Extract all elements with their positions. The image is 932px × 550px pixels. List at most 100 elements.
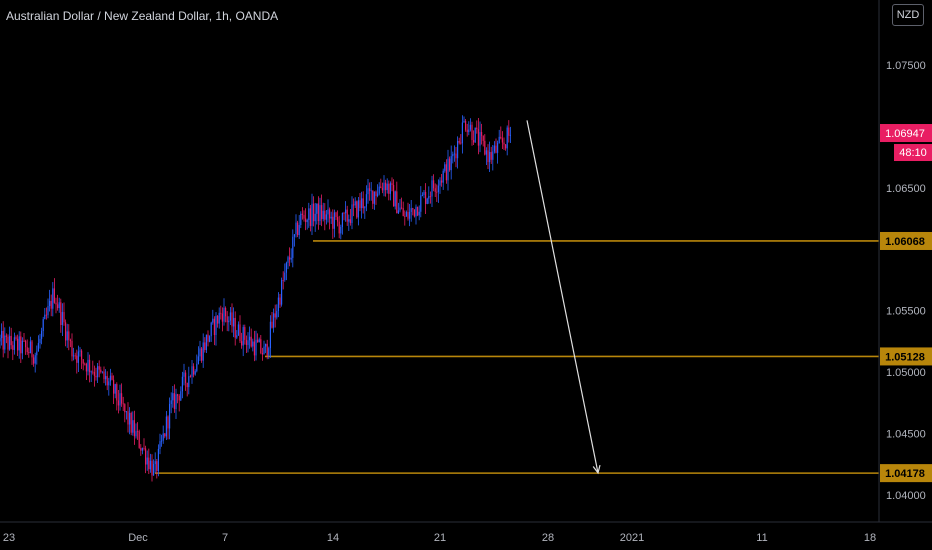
candle-body	[362, 198, 364, 209]
candle-body	[74, 355, 76, 357]
candle-body	[253, 341, 255, 356]
candle-body	[303, 214, 305, 219]
candle-body	[39, 338, 41, 344]
x-tick-label: 14	[327, 532, 339, 544]
candle-body	[109, 375, 111, 382]
candle-body	[402, 208, 404, 217]
candle-body	[292, 236, 294, 258]
candle-body	[234, 317, 236, 338]
candle-body	[188, 376, 190, 388]
candle-body	[453, 153, 455, 155]
candle-body	[157, 448, 159, 472]
candle-body	[485, 150, 487, 155]
candle-body	[228, 320, 230, 323]
candle-body	[98, 366, 100, 370]
candle-body	[231, 312, 233, 327]
candle-body	[92, 371, 94, 373]
candle-body	[386, 183, 388, 191]
candle-body	[1, 330, 3, 339]
candle-body	[13, 337, 15, 350]
candle-body	[250, 336, 252, 347]
candle-body	[130, 412, 132, 433]
candle-body	[207, 334, 209, 342]
candle-body	[343, 213, 345, 214]
candle-body	[450, 156, 452, 171]
time-axis[interactable]: 23 Dec 7 14 21 28 2021 11 18	[3, 532, 876, 544]
x-tick-label: 21	[434, 532, 446, 544]
candle-countdown: 48:10	[899, 147, 927, 159]
candle-body	[388, 183, 390, 194]
candle-body	[90, 371, 92, 373]
candle-body	[181, 376, 183, 392]
candle-body	[377, 193, 379, 197]
candle-body	[412, 208, 414, 210]
level-price-label-bg	[880, 347, 932, 366]
candle-body	[359, 200, 361, 209]
candle-body	[143, 448, 145, 450]
currency-badge[interactable]: NZD	[892, 4, 924, 26]
candle-body	[407, 212, 409, 219]
candle-body	[153, 464, 155, 476]
current-price-tag-bg	[880, 124, 932, 143]
candle-body	[497, 142, 499, 153]
candle-body	[509, 134, 511, 136]
candle-body	[47, 306, 49, 316]
candle-body	[305, 218, 307, 223]
candle-body	[205, 334, 207, 351]
candle-body	[441, 180, 443, 183]
candle-body	[338, 221, 340, 234]
candle-body	[476, 127, 478, 130]
candle-body	[263, 346, 265, 355]
candle-body	[12, 345, 14, 350]
x-tick-label: 11	[756, 532, 767, 544]
candle-body	[148, 457, 150, 470]
candle-body	[393, 185, 395, 207]
candle-body	[351, 204, 353, 224]
candle-body	[346, 209, 348, 222]
candle-body	[229, 312, 231, 321]
candle-body	[365, 194, 367, 207]
candle-body	[21, 340, 23, 354]
candle-body	[50, 300, 52, 309]
candle-body	[298, 224, 300, 236]
candle-body	[353, 204, 355, 206]
candle-body	[105, 376, 107, 380]
level-price-label: 1.06068	[885, 236, 925, 248]
candle-body	[159, 441, 161, 449]
candle-body	[367, 188, 369, 195]
candle-body	[0, 338, 1, 342]
candle-body	[428, 196, 430, 199]
candle-body	[245, 339, 247, 346]
candle-body	[165, 416, 167, 437]
candle-body	[293, 234, 295, 237]
candle-body	[213, 318, 215, 335]
candle-body	[282, 280, 284, 281]
candle-body	[295, 222, 297, 235]
candle-body	[60, 302, 62, 325]
candle-body	[332, 216, 334, 229]
candle-body	[164, 433, 166, 437]
candle-body	[121, 393, 123, 404]
candle-body	[89, 359, 91, 373]
candle-body	[314, 213, 316, 222]
countdown-tag-bg	[894, 144, 932, 162]
candle-body	[401, 207, 403, 209]
projection-arrow[interactable]	[526, 120, 599, 473]
candle-body	[285, 262, 287, 273]
candle-body	[415, 206, 417, 217]
candle-body	[175, 394, 177, 409]
candle-body	[210, 322, 212, 337]
chart-title: Australian Dollar / New Zealand Dollar, …	[6, 9, 279, 23]
candle-body	[426, 198, 428, 204]
candle-body	[199, 348, 201, 357]
candle-body	[146, 457, 148, 465]
candle-body	[25, 340, 27, 348]
candle-body	[333, 212, 335, 229]
candle-body	[417, 206, 419, 216]
candle-body	[461, 122, 463, 144]
price-axis[interactable]: 1.07500 1.06500 1.05500 1.05000 1.04500 1.040…	[886, 60, 926, 502]
candle-body	[484, 140, 486, 155]
candle-body	[316, 203, 318, 214]
candle-body	[266, 343, 268, 356]
